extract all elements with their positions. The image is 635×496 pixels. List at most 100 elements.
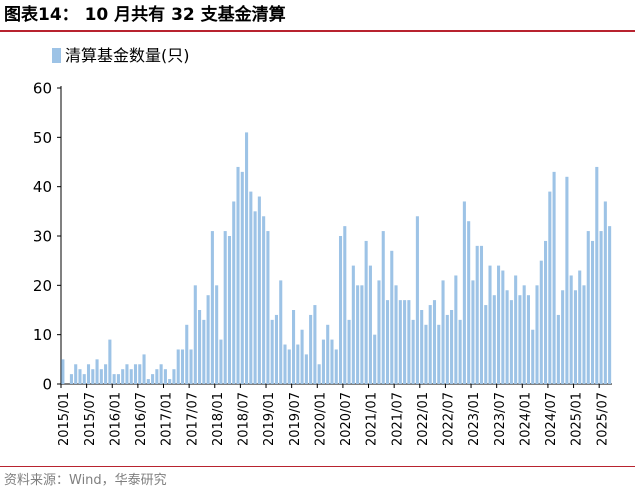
bar (180, 349, 185, 384)
bar (74, 364, 78, 384)
bar (398, 300, 402, 384)
bar (364, 240, 368, 384)
bar (262, 216, 266, 384)
y-tick-label: 10 (33, 326, 52, 344)
bar (428, 305, 432, 384)
bar (475, 245, 479, 384)
bar (151, 374, 155, 384)
x-tick-label: 2018/07 (237, 392, 252, 446)
bar (595, 166, 599, 384)
x-tick-label: 2024/07 (544, 392, 559, 446)
bar (266, 231, 270, 384)
bar (539, 260, 543, 384)
bar (351, 265, 355, 384)
bar (112, 374, 116, 384)
title-rule (0, 30, 635, 32)
bar (104, 364, 108, 384)
bar (326, 324, 330, 384)
bar (441, 280, 445, 384)
x-tick-label: 2020/07 (339, 392, 354, 446)
bar-series (61, 132, 612, 384)
bar (172, 369, 176, 384)
bar (321, 339, 325, 384)
bar (313, 305, 317, 384)
bar (210, 231, 214, 384)
bar (420, 310, 424, 384)
bar (394, 285, 398, 384)
bar (334, 349, 338, 384)
bar (198, 310, 202, 384)
bar (586, 231, 590, 384)
bar (108, 339, 112, 384)
bar (185, 324, 189, 384)
bar (296, 344, 300, 384)
bar (133, 364, 138, 384)
y-tick-label: 50 (33, 129, 52, 147)
bar (236, 166, 240, 384)
legend: 清算基金数量(只) (52, 46, 190, 65)
bar (462, 201, 466, 384)
bar (176, 349, 180, 384)
bar (159, 364, 163, 384)
bar (535, 285, 539, 384)
bar (347, 319, 351, 384)
bar (497, 265, 501, 384)
bar (424, 324, 428, 384)
x-tick-label: 2016/01 (108, 392, 123, 446)
bar (458, 319, 462, 384)
x-tick-label: 2023/01 (467, 392, 482, 446)
bar (565, 176, 569, 384)
bar (505, 290, 509, 384)
bar (330, 339, 334, 384)
bar (232, 201, 236, 384)
y-tick-label: 0 (42, 376, 52, 394)
x-tick-label: 2022/07 (442, 392, 457, 446)
bar (287, 349, 291, 384)
bar (202, 319, 206, 384)
x-tick-label: 2020/01 (313, 392, 328, 446)
x-tick-label: 2022/01 (416, 392, 431, 446)
bar (142, 354, 146, 384)
bar (253, 211, 257, 384)
bar (163, 369, 167, 384)
bar (552, 171, 556, 384)
bar (522, 285, 526, 384)
bar (479, 245, 484, 384)
bar (155, 369, 159, 384)
bar (146, 379, 150, 384)
bar (223, 231, 227, 384)
y-tick-label: 60 (33, 80, 52, 98)
legend-label: 清算基金数量(只) (65, 46, 190, 65)
bar (373, 334, 377, 384)
bar (283, 344, 287, 384)
bar (518, 295, 522, 384)
bar (356, 285, 360, 384)
x-tick-label: 2017/07 (185, 392, 200, 446)
bar (544, 240, 548, 384)
bar (573, 290, 577, 384)
x-tick-label: 2019/07 (288, 392, 303, 446)
x-tick-label: 2023/07 (493, 392, 508, 446)
bar (69, 374, 73, 384)
bar (415, 216, 419, 384)
bar (138, 364, 142, 384)
bar (407, 300, 411, 384)
y-axis: 0 10 20 30 40 50 60 (33, 80, 62, 394)
legend-swatch (52, 48, 61, 63)
figure-title: 图表14： 10 月共有 32 支基金清算 (4, 5, 286, 25)
bar (227, 236, 232, 384)
bar (304, 354, 308, 384)
x-tick-label: 2021/01 (365, 392, 380, 446)
x-tick-label: 2017/01 (160, 392, 175, 446)
bar (603, 201, 607, 384)
bar (599, 231, 603, 384)
bar (526, 295, 530, 384)
bar (82, 374, 86, 384)
x-tick-label: 2025/07 (595, 392, 610, 446)
bar (492, 295, 496, 384)
bar (193, 285, 197, 384)
bar (467, 221, 471, 384)
x-tick-label: 2024/01 (518, 392, 533, 446)
bar (368, 265, 372, 384)
